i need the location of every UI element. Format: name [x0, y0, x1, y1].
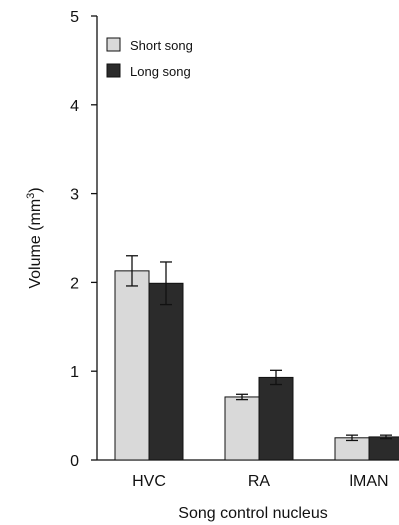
- bar-short-lman: [334, 437, 370, 461]
- bars: [114, 270, 399, 461]
- y-tick-label: 1: [70, 364, 79, 381]
- x-ticks: HVCRAlMANArea X: [132, 473, 388, 490]
- bar-long-hvc: [148, 282, 184, 461]
- bar-short-ra: [224, 396, 260, 461]
- y-tick-label: 4: [70, 98, 79, 115]
- x-tick-label: HVC: [132, 473, 166, 490]
- y-tick-label: 3: [70, 187, 79, 204]
- legend-label-short-song: Short song: [130, 38, 193, 53]
- x-axis-title: Song control nucleus: [178, 505, 327, 522]
- y-axis-title-end: ): [27, 187, 44, 192]
- y-tick-label: 0: [70, 453, 79, 470]
- bar-long-ra: [258, 376, 294, 461]
- y-axis-title-main: Volume (mm: [27, 199, 44, 289]
- y-axis-title: Volume (mm3): [25, 187, 44, 288]
- y-ticks: 0 1 2 3 4 5: [70, 9, 97, 470]
- y-tick-label: 2: [70, 275, 79, 292]
- error-bars: [126, 255, 392, 442]
- y-axis-title-superscript: 3: [25, 193, 37, 199]
- x-tick-label: RA: [248, 473, 271, 490]
- legend-swatch-long-song: [106, 63, 121, 78]
- legend: Short song Long song: [106, 37, 193, 79]
- x-tick-label: lMAN: [349, 473, 388, 490]
- y-tick-label: 5: [70, 9, 79, 26]
- legend-label-long-song: Long song: [130, 64, 191, 79]
- bar-long-lman: [368, 436, 399, 461]
- legend-swatch-short-song: [106, 37, 121, 52]
- bar-short-hvc: [114, 270, 150, 461]
